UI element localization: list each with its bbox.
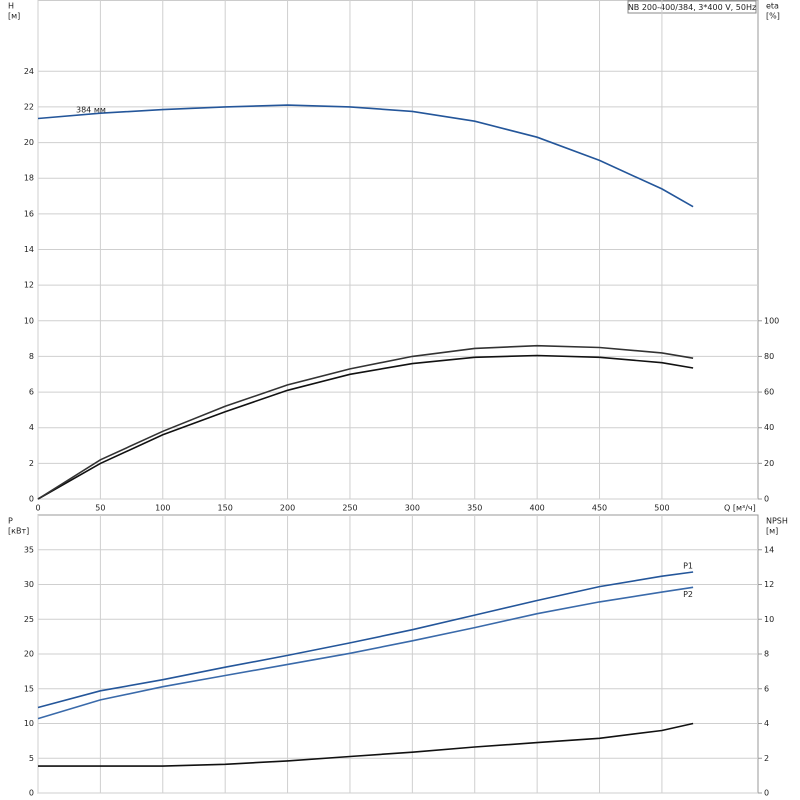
y-tick-label: 16 [24,209,34,218]
y-tick-label: 6 [29,388,34,397]
y-tick-label: 4 [29,423,34,432]
x-tick-label: 350 [467,504,482,513]
y-tick-label: 10 [24,316,34,325]
y2-axis-label: [%] [766,12,780,21]
y-tick-label: 18 [24,174,34,183]
series-line [37,586,694,720]
x-tick-label: 0 [35,504,40,513]
y-tick-label: 14 [24,245,34,254]
y-tick-label: 25 [24,615,34,624]
chart-title: NB 200-400/384, 3*400 V, 50Hz [628,3,756,12]
x-tick-label: 300 [405,504,420,513]
y-tick-label: 20 [24,650,34,659]
y2-tick-label: 6 [764,684,769,693]
series-line [37,104,694,208]
y2-axis-label: NPSH [766,517,788,526]
x-tick-label: 200 [280,504,295,513]
y-tick-label: 5 [29,754,34,763]
y-tick-label: 30 [24,580,34,589]
y2-tick-label: 10 [764,615,774,624]
y2-tick-label: 14 [764,545,774,554]
y2-axis-label: eta [766,2,779,11]
x-tick-label: 50 [95,504,105,513]
series-label: P2 [683,590,693,599]
y-axis-label: [кВт] [8,527,29,536]
y2-tick-label: 20 [764,459,774,468]
y-tick-label: 20 [24,138,34,147]
y-tick-label: 12 [24,281,34,290]
title-box [627,0,757,14]
y2-tick-label: 0 [764,789,769,798]
y-axis-label: H [8,2,14,11]
y2-tick-label: 60 [764,388,774,397]
series-line [37,344,694,500]
y-tick-label: 2 [29,459,34,468]
x-tick-label: 250 [342,504,357,513]
y-tick-label: 22 [24,102,34,111]
y2-tick-label: 80 [764,352,774,361]
x-tick-label: 400 [529,504,544,513]
series-line [37,571,694,709]
x-tick-label: 500 [654,504,669,513]
series-line [37,354,694,500]
y2-tick-label: 12 [764,580,774,589]
y2-tick-label: 40 [764,423,774,432]
y-tick-label: 8 [29,352,34,361]
y2-tick-label: 8 [764,650,769,659]
y-tick-label: 0 [29,789,34,798]
x-tick-label: 100 [155,504,170,513]
y-tick-label: 24 [24,67,34,76]
y-tick-label: 0 [29,495,34,504]
y2-tick-label: 0 [764,495,769,504]
y-axis-label: [м] [8,12,20,21]
series-label: P1 [683,561,693,570]
y2-tick-label: 4 [764,719,769,728]
y2-tick-label: 100 [764,316,779,325]
y-axis-label: P [8,517,13,526]
series-line [38,722,694,767]
annotation: 384 мм [76,106,106,115]
y2-tick-label: 2 [764,754,769,763]
y-tick-label: 35 [24,545,34,554]
x-tick-label: 450 [592,504,607,513]
y2-axis-label: [м] [766,527,778,536]
x-tick-label: 150 [218,504,233,513]
y-tick-label: 15 [24,684,34,693]
x-axis-label: Q [м³/ч] [724,504,756,513]
y-tick-label: 10 [24,719,34,728]
